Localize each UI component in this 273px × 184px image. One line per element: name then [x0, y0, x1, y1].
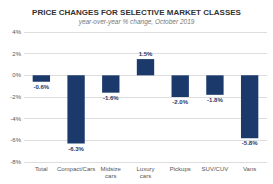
svg-text:-4%: -4%: [10, 116, 21, 122]
svg-text:cars: cars: [105, 173, 116, 179]
svg-text:-6.3%: -6.3%: [68, 146, 84, 152]
svg-text:2%: 2%: [12, 51, 21, 57]
svg-text:-6%: -6%: [10, 137, 21, 143]
svg-text:Compact/Cars: Compact/Cars: [57, 166, 95, 172]
svg-text:-2%: -2%: [10, 94, 21, 100]
svg-text:SUV/CUV: SUV/CUV: [202, 166, 229, 172]
svg-text:year-over-year % change, Octob: year-over-year % change, October 2019: [78, 18, 195, 26]
svg-text:cars: cars: [140, 173, 151, 179]
svg-text:-1.6%: -1.6%: [103, 95, 119, 101]
svg-text:0%: 0%: [12, 72, 21, 78]
svg-text:Pickups: Pickups: [170, 166, 191, 172]
svg-text:-8%: -8%: [10, 159, 21, 165]
svg-text:Total: Total: [35, 166, 48, 172]
svg-text:-1.8%: -1.8%: [207, 97, 223, 103]
svg-text:PRICE CHANGES FOR SELECTIVE MA: PRICE CHANGES FOR SELECTIVE MARKET CLASS…: [32, 8, 242, 17]
svg-text:Midsize: Midsize: [101, 166, 122, 172]
svg-text:-5.8%: -5.8%: [242, 140, 258, 146]
svg-text:Vans: Vans: [243, 166, 256, 172]
svg-text:Luxury: Luxury: [136, 166, 154, 172]
svg-text:1.5%: 1.5%: [139, 51, 153, 57]
svg-text:-2.0%: -2.0%: [172, 99, 188, 105]
svg-text:4%: 4%: [12, 29, 21, 35]
svg-text:-0.6%: -0.6%: [34, 84, 50, 90]
